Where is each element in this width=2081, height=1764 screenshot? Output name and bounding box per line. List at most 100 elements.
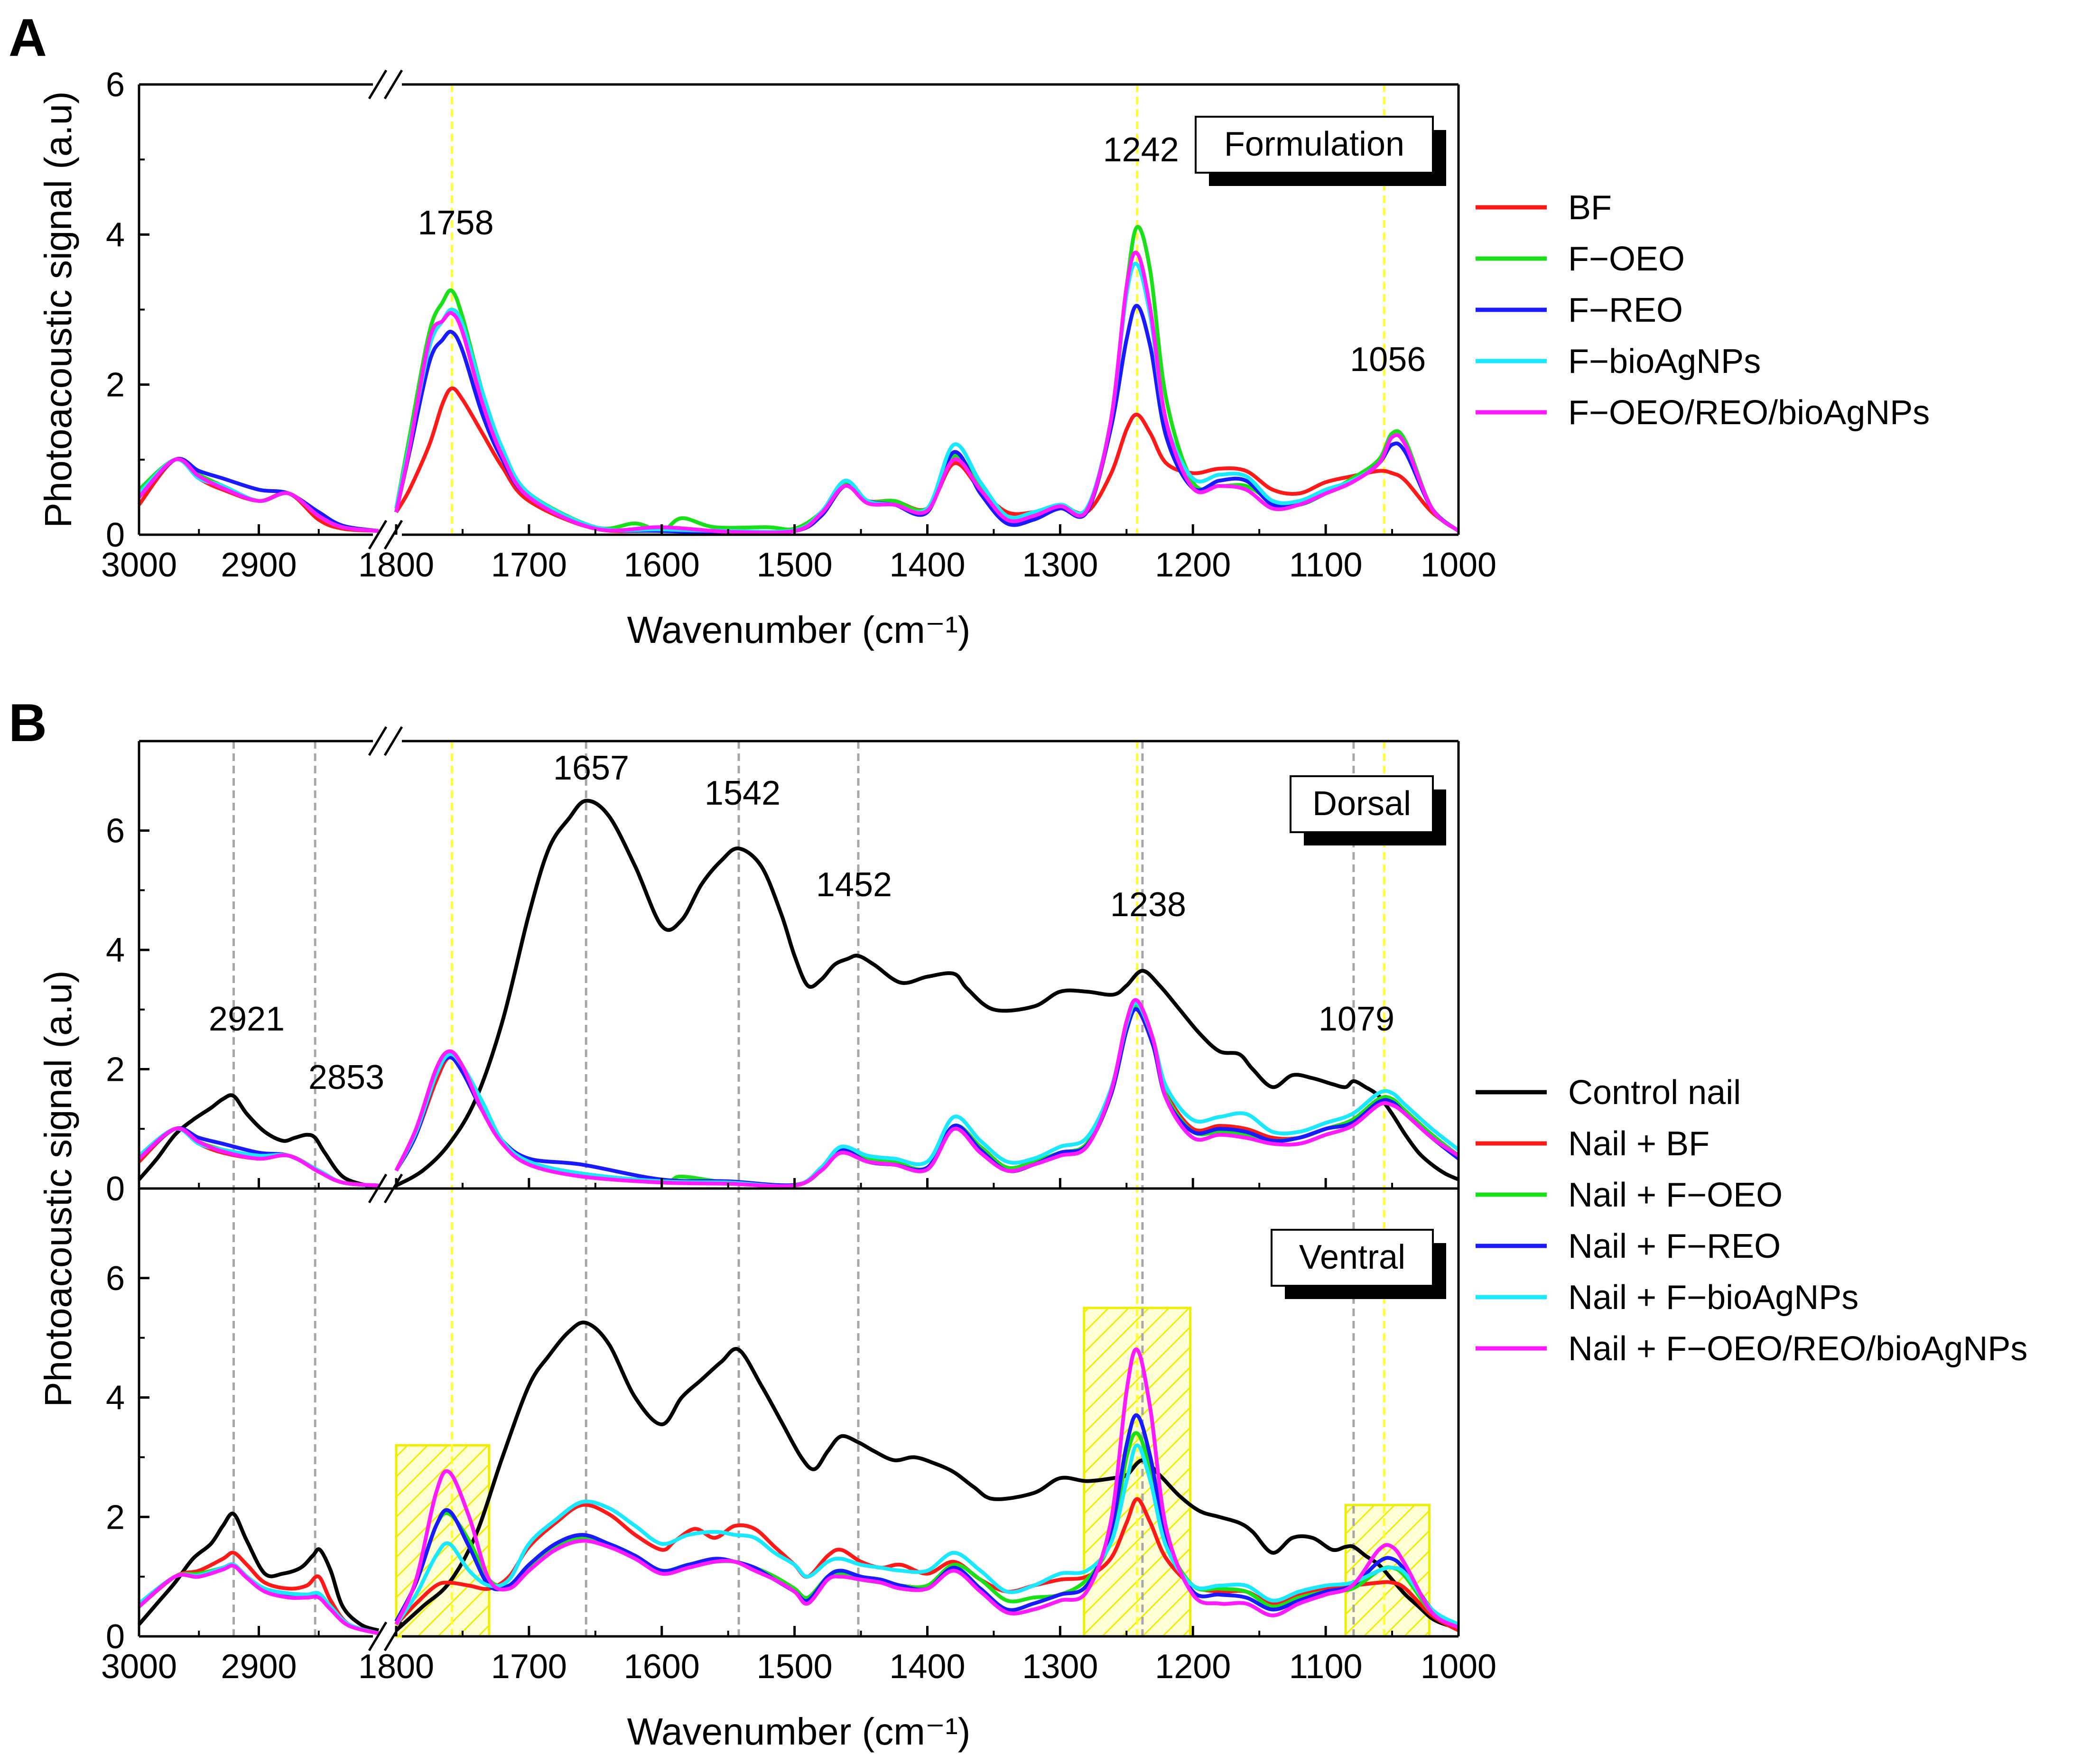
- panel-letter-a: A: [9, 8, 47, 67]
- chart-a: 0 2 4 6 3000 2900 1800 1700 1600 1500 1400 1300 1200…: [37, 66, 1930, 651]
- chart-b-legend: Control nail Nail + BF Nail + F−OEO Nail + …: [1476, 1074, 2027, 1368]
- x-tick-label: 1200: [1155, 546, 1231, 584]
- y-tick-label: 2: [106, 366, 125, 404]
- y-tick-label: 2: [106, 1498, 125, 1536]
- x-tick-label: 1300: [1022, 1648, 1098, 1686]
- x-tick-label: 2900: [221, 1648, 297, 1686]
- y-tick-label: 4: [106, 1379, 125, 1417]
- y-tick-label: 2: [106, 1051, 125, 1089]
- axis-break-mark: [383, 69, 403, 100]
- series-line-4: [138, 251, 1460, 535]
- y-tick-label: 0: [106, 516, 125, 554]
- peak-label-1079: 1079: [1319, 1000, 1394, 1038]
- y-axis-label: Photoacoustic signal (a.u): [37, 91, 79, 528]
- series-line-dorsal-1: [138, 1007, 1460, 1188]
- x-tick-label: 1100: [1289, 1648, 1363, 1686]
- y-tick-label: 0: [106, 1618, 125, 1656]
- axis-break-mark: [383, 520, 403, 550]
- legend-label: F−bioAgNPs: [1568, 343, 1761, 381]
- axis-break-mark: [368, 726, 388, 756]
- legend-label: F−OEO/REO/bioAgNPs: [1568, 394, 1930, 432]
- x-tick-label: 1000: [1421, 1648, 1496, 1686]
- x-tick-label: 1200: [1155, 1648, 1231, 1686]
- axis-break-mark: [368, 1173, 388, 1204]
- ventral-label: Ventral: [1299, 1238, 1405, 1276]
- axis-break-mark: [383, 1173, 403, 1204]
- y-tick-label: 6: [106, 66, 125, 104]
- x-tick-label: 1400: [889, 1648, 965, 1686]
- x-tick-label: 1600: [624, 546, 700, 584]
- series-line-dorsal-0: [137, 798, 1459, 1189]
- chart-b-labels: Wavenumber (cm⁻¹) Photoacoustic signal (a…: [37, 749, 1446, 1753]
- panel-letter-b: B: [9, 693, 47, 752]
- peak-label-1758: 1758: [418, 204, 493, 242]
- series-line-dorsal-5: [138, 998, 1460, 1188]
- x-axis-label: Wavenumber (cm⁻¹): [627, 609, 971, 651]
- chart-b-series: [137, 798, 1460, 1635]
- x-tick-label: 1500: [757, 546, 833, 584]
- x-tick-label: 2900: [221, 546, 297, 584]
- axis-break-mark: [368, 69, 388, 100]
- axis-break-mark: [383, 1621, 403, 1652]
- legend-label: Nail + BF: [1568, 1125, 1709, 1163]
- x-tick-label: 1700: [491, 1648, 567, 1686]
- x-tick-label: 3000: [101, 1648, 177, 1686]
- peak-label-1657: 1657: [553, 749, 629, 787]
- x-tick-label: 1000: [1421, 546, 1496, 584]
- legend-label: Nail + F−REO: [1568, 1227, 1781, 1265]
- legend-label: Nail + F−OEO: [1568, 1176, 1783, 1214]
- legend-label: Nail + F−OEO/REO/bioAgNPs: [1568, 1330, 2027, 1368]
- legend-label: F−OEO: [1568, 240, 1685, 278]
- peak-label-2853: 2853: [308, 1058, 384, 1096]
- dorsal-label-box: [1290, 775, 1434, 833]
- highlight-region-2: [1344, 1504, 1431, 1638]
- series-line-ventral-0: [137, 1320, 1459, 1633]
- series-line-ventral-1: [138, 1497, 1459, 1635]
- peak-label-2921: 2921: [209, 1000, 285, 1038]
- chart-a-labels: Wavenumber (cm⁻¹) Photoacoustic signal (a…: [37, 91, 1446, 651]
- legend-label: Control nail: [1568, 1074, 1741, 1112]
- peak-label-1238: 1238: [1110, 886, 1186, 924]
- series-line-0: [137, 386, 1460, 535]
- series-line-dorsal-3: [138, 1007, 1460, 1188]
- peak-label-1452: 1452: [816, 866, 892, 904]
- x-tick-label: 1800: [358, 546, 434, 584]
- y-tick-label: 4: [106, 216, 125, 254]
- x-tick-label: 1100: [1289, 546, 1363, 584]
- peak-label-1056: 1056: [1350, 341, 1426, 379]
- chart-a-series: [137, 225, 1460, 535]
- chart-b-axes: 0 2 4 6 0 2 4 6 3000 2900 1800 1700 1600 1500 1400 1300…: [101, 726, 1496, 1686]
- axis-break-mark: [368, 520, 388, 550]
- y-axis-label: Photoacoustic signal (a.u): [37, 970, 79, 1407]
- x-tick-label: 1800: [358, 1648, 434, 1686]
- x-axis-label: Wavenumber (cm⁻¹): [627, 1710, 971, 1753]
- x-tick-label: 1600: [624, 1648, 700, 1686]
- y-tick-label: 0: [106, 1170, 125, 1208]
- series-line-3: [138, 261, 1460, 534]
- formulation-label-box: [1195, 116, 1434, 174]
- peak-label-1242: 1242: [1103, 131, 1179, 169]
- x-tick-label: 1500: [757, 1648, 833, 1686]
- formulation-label: Formulation: [1224, 125, 1404, 163]
- dorsal-label: Dorsal: [1312, 785, 1411, 823]
- ventral-label-box: [1271, 1229, 1434, 1287]
- y-tick-label: 6: [106, 812, 125, 850]
- series-line-ventral-5: [138, 1347, 1459, 1635]
- x-tick-label: 1700: [491, 546, 567, 584]
- series-line-1: [138, 225, 1460, 533]
- legend-label: F−REO: [1568, 291, 1683, 329]
- chart-a-axes: 0 2 4 6 3000 2900 1800 1700 1600 1500 1400 1300 1200…: [101, 66, 1496, 584]
- legend-label: BF: [1568, 189, 1612, 227]
- axis-break-mark: [383, 726, 403, 756]
- chart-b: 0 2 4 6 0 2 4 6 3000 2900 1800 1700 1600 1500 1400 1300…: [37, 726, 2027, 1753]
- x-tick-label: 1300: [1022, 546, 1098, 584]
- y-tick-label: 4: [106, 931, 125, 969]
- y-tick-label: 6: [106, 1260, 125, 1298]
- axis-break-mark: [368, 1621, 388, 1652]
- chart-a-legend: BF F−OEO F−REO F−bioAgNPs F−OEO/REO/bioAgNPs: [1476, 189, 1930, 432]
- x-tick-label: 1400: [889, 546, 965, 584]
- legend-label: Nail + F−bioAgNPs: [1568, 1279, 1858, 1317]
- x-tick-label: 3000: [101, 546, 177, 584]
- peak-label-1542: 1542: [705, 774, 780, 812]
